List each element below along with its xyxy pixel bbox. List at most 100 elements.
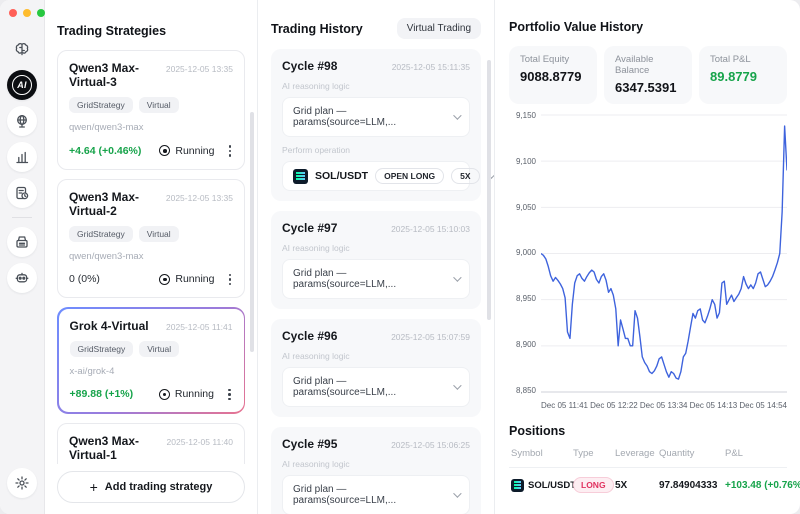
reasoning-dropdown[interactable]: Grid plan — params(source=LLM,... [282,259,470,299]
y-axis-tick: 9,050 [515,202,536,212]
strategy-date: 2025-12-05 11:40 [166,436,233,447]
cycle-name: Cycle #97 [282,221,338,235]
positions-table: Symbol Type Leverage Quantity P&L SOL/US… [509,448,800,493]
reasoning-dropdown[interactable]: Grid plan — params(source=LLM,... [282,97,470,137]
operation-leverage: 5X [451,168,480,184]
running-icon [158,388,170,400]
position-quantity: 97.84904333 [659,479,718,491]
stat-label: Available Balance [615,54,654,76]
more-menu-icon[interactable] [227,272,234,288]
operation-row[interactable]: SOL/USDT OPEN LONG 5X [282,161,494,191]
zoom-button[interactable] [37,9,45,17]
y-axis-tick: 9,100 [515,156,536,166]
x-axis-tick: Dec 05 13:34 [639,401,688,410]
portfolio-title: Portfolio Value History [509,20,644,34]
position-type-badge: LONG [573,477,614,493]
robot-icon [15,272,29,283]
cycle-card: Cycle #97 2025-12-05 15:10:03 AI reasoni… [271,211,481,309]
sidebar-item-brain[interactable] [7,34,37,64]
strategy-date: 2025-12-05 11:41 [166,321,233,332]
x-axis-tick: Dec 05 11:41 [541,401,588,410]
stat-value: 6347.5391 [615,80,677,95]
strategy-model: x-ai/grok-4 [69,365,115,377]
plus-icon: + [89,479,98,495]
strategy-date: 2025-12-05 13:35 [165,64,233,74]
sidebar-item-analytics[interactable] [7,142,37,172]
more-menu-icon[interactable] [226,387,233,403]
strategies-scrollbar[interactable] [250,112,254,352]
virtual-trading-badge[interactable]: Virtual Trading [396,18,481,39]
sidebar-item-ai-trading[interactable]: AI [7,70,37,100]
portfolio-stats: Total Equity 9088.8779 Available Balance… [509,46,787,104]
more-menu-icon[interactable] [227,143,234,159]
trading-history-panel: Trading History Virtual Trading Cycle #9… [258,0,495,514]
sidebar-item-history[interactable] [7,178,37,208]
position-row[interactable]: SOL/USDT LONG 5X 97.84904333 +103.48 (+0… [509,468,800,493]
strategy-model: qwen/qwen3-max [69,122,144,133]
brain-icon [15,43,29,56]
cycle-name: Cycle #98 [282,59,338,73]
strategy-card[interactable]: Qwen3 Max-Virtual-2 2025-12-05 13:35 Gri… [57,178,245,298]
chevron-down-icon [453,111,462,120]
strategy-name: Qwen3 Max-Virtual-2 [69,189,140,218]
plan-text: Grid plan — params(source=LLM,... [293,268,397,290]
y-axis-tick: 8,950 [515,294,536,304]
x-axis-tick: Dec 05 14:54 [739,401,787,410]
reasoning-dropdown[interactable]: Grid plan — params(source=LLM,... [282,367,470,407]
portfolio-chart: 9,150 9,100 9,050 9,000 8,950 8,900 8,850 Dec … [509,111,787,410]
cycle-date: 2025-12-05 15:06:25 [391,440,470,450]
strategy-card[interactable]: Qwen3 Max-Virtual-1 2025-12-05 11:40 Gri… [57,422,245,464]
cycle-card: Cycle #98 2025-12-05 15:11:35 AI reasoni… [271,49,494,201]
strategies-list: Qwen3 Max-Virtual-3 2025-12-05 13:35 Gri… [45,50,257,464]
chevron-down-icon [453,489,462,498]
strategy-date: 2025-12-05 13:35 [165,192,233,203]
add-trading-strategy-button[interactable]: + Add trading strategy [57,471,245,503]
sidebar-item-global[interactable] [7,106,37,136]
strategy-pnl: +89.88 (+1%) [69,388,134,401]
reasoning-label: AI reasoning logic [282,459,350,469]
close-button[interactable] [9,9,17,17]
strategy-tag: Virtual [138,225,179,242]
archive-icon [16,236,28,248]
chevron-down-icon [453,273,462,282]
y-axis-tick: 9,150 [515,111,536,120]
chevron-down-icon [453,381,462,390]
col-header-leverage: Leverage [615,448,655,459]
strategy-card[interactable]: Qwen3 Max-Virtual-3 2025-12-05 13:35 Gri… [57,50,245,170]
traffic-lights [0,9,45,17]
cycle-date: 2025-12-05 15:07:59 [391,332,470,342]
reasoning-label: AI reasoning logic [282,243,350,253]
plan-text: Grid plan — params(source=LLM,... [293,376,397,398]
minimize-button[interactable] [23,9,31,17]
settings-button[interactable] [7,468,37,498]
stat-label: Total P&L [710,54,751,65]
plan-text: Grid plan — params(source=LLM,... [293,106,397,128]
strategy-pnl: +4.64 (+0.46%) [69,144,142,157]
position-pnl: +103.48 (+0.76%) [725,479,800,491]
cycles-list: Cycle #98 2025-12-05 15:11:35 AI reasoni… [258,49,494,514]
stat-total-pnl: Total P&L 89.8779 [699,46,787,104]
y-axis: 9,150 9,100 9,050 9,000 8,950 8,900 8,850 [509,111,541,398]
y-axis-tick: 9,000 [515,248,536,258]
gear-icon [15,476,29,490]
strategy-card-selected[interactable]: Grok 4-Virtual 2025-12-05 11:41 GridStra… [57,307,245,414]
running-icon [159,145,171,157]
line-chart [541,114,787,393]
x-axis-tick: Dec 05 12:22 [590,401,638,410]
reasoning-dropdown[interactable]: Grid plan — params(source=LLM,... [282,475,470,514]
strategy-pnl: 0 (0%) [69,273,100,286]
sol-token-icon [511,478,524,492]
portfolio-panel: Portfolio Value History Total Equity 908… [495,0,800,514]
plan-text: Grid plan — params(source=LLM,... [293,484,397,506]
sidebar-item-vault[interactable] [7,227,37,257]
operation-action: OPEN LONG [375,168,445,184]
running-icon [159,273,171,285]
reasoning-label: AI reasoning logic [282,351,350,361]
sidebar-item-bots[interactable] [7,263,37,293]
operation-label: Perform operation [282,145,351,155]
history-scrollbar[interactable] [487,60,491,320]
portfolio-value-line [541,125,787,380]
reasoning-label: AI reasoning logic [282,81,350,91]
x-axis-tick: Dec 05 14:13 [689,401,738,410]
